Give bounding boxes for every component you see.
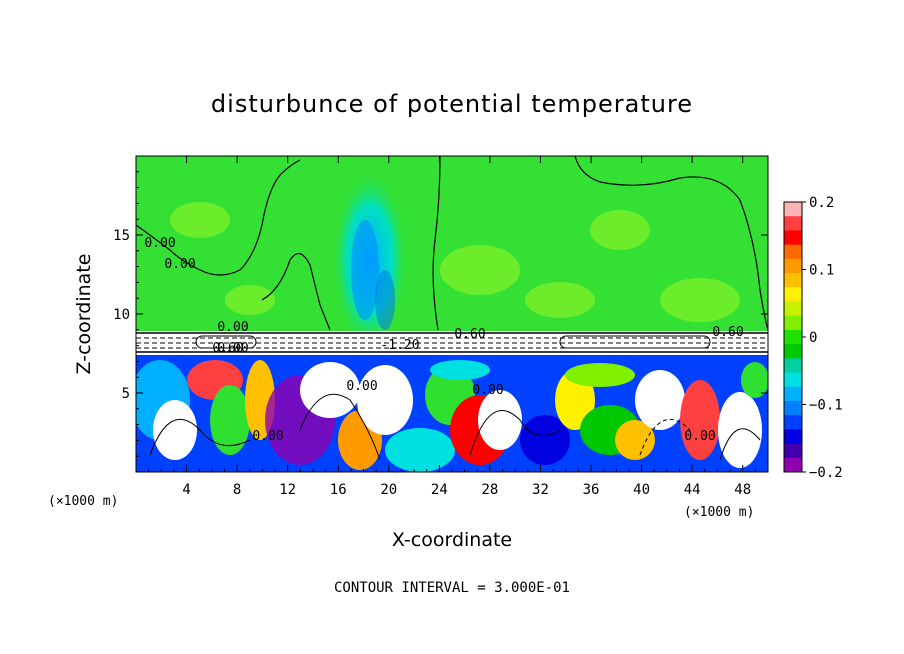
x-tick-label: 44 [684,482,701,498]
colorbar-tick-label: −0.2 [809,465,843,481]
colorbar-tick-label: 0 [809,330,817,346]
colorbar-swatch [784,400,802,416]
colorbar-swatch [784,429,802,445]
contour-label: 0.00 [252,429,283,444]
x-tick-label: 20 [380,482,397,498]
colorbar-swatch [784,315,802,331]
colorbar-swatch [784,287,802,302]
colorbar-swatch [784,358,802,374]
colorbar-swatch [784,216,802,231]
colorbar [783,201,803,473]
x-tick-label: 24 [431,482,448,498]
x-unit-right: (×1000 m) [684,505,754,520]
y-tick-label: 5 [122,386,130,402]
colorbar-tick-label: −0.1 [809,398,843,414]
upper-layer-patches [170,202,740,322]
upper-contours [136,156,768,331]
x-tick-label: 12 [279,482,296,498]
colorbar-swatch [784,372,802,388]
colorbar-swatch [784,230,802,246]
contour-label: 0.00 [217,341,248,356]
y-tick-label: 10 [113,307,130,323]
colorbar-swatch [784,301,802,317]
cool-plume [332,170,408,350]
colorbar-swatch [784,386,802,402]
colorbar-ticks: 0.2 0.1 0 −0.1 −0.2 [802,195,843,481]
contour-label: 0.60 [712,325,743,340]
colorbar-swatch [784,258,802,274]
colorbar-swatch [784,457,802,473]
x-tick-label: 48 [734,482,751,498]
contour-label: 0.00 [472,383,503,398]
contour-label: 0.00 [217,320,248,335]
contour-label: 0.00 [144,236,175,251]
colorbar-swatch [784,415,802,430]
x-tick-label: 36 [583,482,600,498]
plot-area [136,156,768,472]
contour-label: 0.60 [212,341,243,356]
x-unit-left: (×1000 m) [48,494,118,509]
chart-title: disturbunce of potential temperature [211,90,693,118]
inversion-contours [136,332,768,353]
x-axis-label: X-coordinate [392,529,512,551]
contour-label: 0.00 [684,429,715,444]
x-tick-label: 16 [330,482,347,498]
x-tick-label: 8 [233,482,241,498]
x-axis-ticks: 4 8 12 16 20 24 28 32 36 40 44 48 [148,156,756,498]
contour-interval-note: CONTOUR INTERVAL = 3.000E-01 [334,580,570,596]
contour-label: 0.00 [346,379,377,394]
contour-label: 0.00 [164,257,195,272]
colorbar-swatch [784,244,802,260]
colorbar-swatch [784,202,802,217]
y-axis-ticks: 5 10 15 [113,171,768,457]
x-tick-label: 4 [182,482,190,498]
contour-labels: 0.000.000.000.000.000.00 0.000.600.60 -1.2… [144,236,743,444]
y-axis-label: Z-coordinate [73,254,95,375]
x-tick-label: 32 [532,482,549,498]
contour-label: 0.60 [454,327,485,342]
y-tick-label: 15 [113,228,130,244]
colorbar-swatch [784,329,802,345]
colorbar-swatch [784,443,802,459]
colorbar-tick-label: 0.2 [809,195,834,211]
x-tick-label: 40 [633,482,650,498]
colorbar-swatch [784,273,802,288]
lower-contours [149,393,761,461]
x-tick-label: 28 [481,482,498,498]
contour-label: -1.20 [380,338,419,353]
colorbar-swatch [784,344,802,359]
colorbar-tick-label: 0.1 [809,263,834,279]
